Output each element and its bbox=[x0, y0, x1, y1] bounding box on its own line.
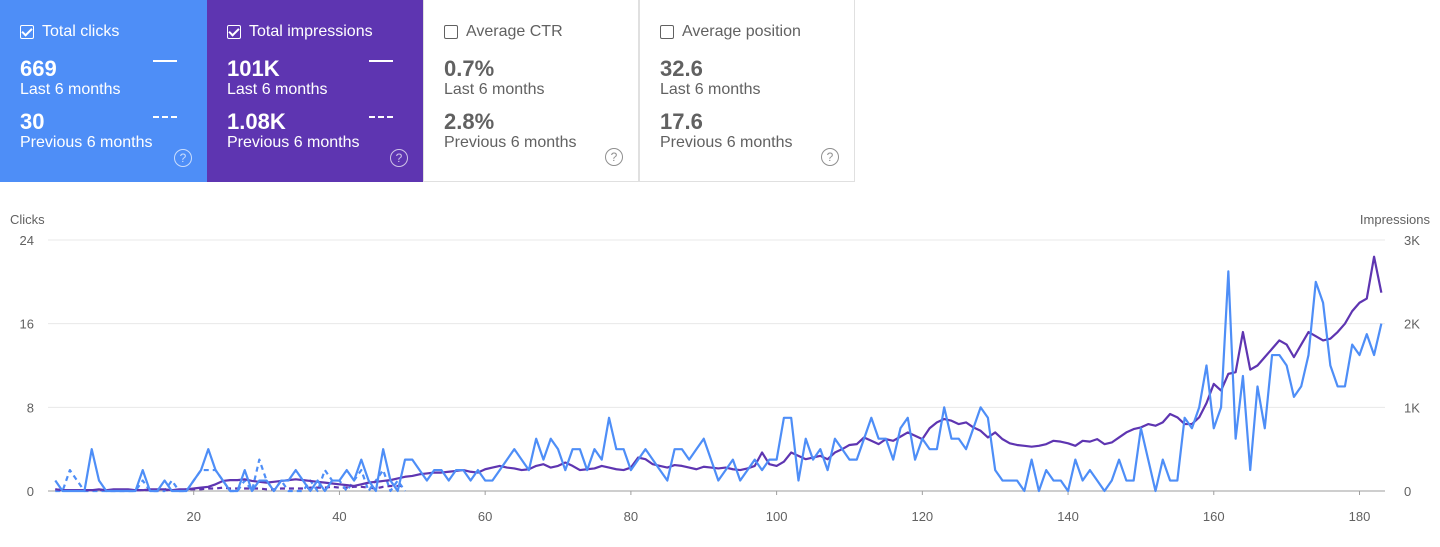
y-tick-label: 0 bbox=[27, 484, 34, 499]
x-tick-label: 80 bbox=[624, 509, 638, 524]
series-line bbox=[55, 255, 1383, 492]
x-tick-label: 20 bbox=[186, 509, 200, 524]
x-tick-label: 180 bbox=[1349, 509, 1371, 524]
label-last: Last 6 months bbox=[660, 81, 761, 98]
value-last: 0.7% bbox=[444, 56, 495, 81]
value-prev: 1.08K bbox=[227, 109, 286, 134]
label-prev: Previous 6 months bbox=[20, 134, 153, 151]
label-prev: Previous 6 months bbox=[444, 134, 577, 151]
label-prev: Previous 6 months bbox=[227, 134, 360, 151]
value-last: 32.6 bbox=[660, 56, 703, 81]
card-header: Total impressions bbox=[227, 22, 403, 42]
card-label: Average position bbox=[682, 23, 801, 40]
checkbox[interactable] bbox=[20, 25, 34, 39]
help-icon[interactable]: ? bbox=[174, 149, 192, 167]
card-label: Average CTR bbox=[466, 23, 563, 40]
value-last: 101K bbox=[227, 56, 280, 81]
label-prev: Previous 6 months bbox=[660, 134, 793, 151]
label-last: Last 6 months bbox=[20, 81, 121, 98]
dashed-line-icon bbox=[153, 116, 177, 118]
y-tick-label: 8 bbox=[27, 400, 34, 415]
metric-card[interactable]: Total clicks 669 Last 6 months 30 Previous 6… bbox=[0, 0, 207, 182]
card-label: Total impressions bbox=[249, 23, 373, 40]
dashed-line-icon bbox=[369, 116, 393, 118]
y-axis-title: Clicks bbox=[10, 212, 45, 227]
value-prev: 30 bbox=[20, 109, 45, 134]
value-last: 669 bbox=[20, 56, 57, 81]
y2-axis-title: Impressions bbox=[1360, 212, 1431, 227]
card-header: Average CTR bbox=[444, 22, 618, 42]
solid-line-icon bbox=[369, 60, 393, 62]
y-tick-label: 16 bbox=[20, 317, 34, 332]
checkbox[interactable] bbox=[227, 25, 241, 39]
value-prev: 2.8% bbox=[444, 109, 495, 134]
x-tick-label: 100 bbox=[766, 509, 788, 524]
help-icon[interactable]: ? bbox=[605, 148, 623, 166]
checkbox[interactable] bbox=[660, 25, 674, 39]
y2-tick-label: 2K bbox=[1404, 317, 1420, 332]
x-tick-label: 160 bbox=[1203, 509, 1225, 524]
solid-line-icon bbox=[153, 60, 177, 62]
card-header: Total clicks bbox=[20, 22, 187, 42]
x-tick-label: 60 bbox=[478, 509, 492, 524]
x-tick-label: 120 bbox=[911, 509, 933, 524]
x-tick-label: 140 bbox=[1057, 509, 1079, 524]
value-prev: 17.6 bbox=[660, 109, 703, 134]
x-tick-label: 40 bbox=[332, 509, 346, 524]
y2-tick-label: 1K bbox=[1404, 400, 1420, 415]
label-last: Last 6 months bbox=[444, 81, 545, 98]
chart: Clicks Impressions 0 8 16 24 0 1K 2K 3K 20 40 60 80 10… bbox=[10, 212, 1431, 524]
y2-tick-label: 0 bbox=[1404, 484, 1411, 499]
help-icon[interactable]: ? bbox=[390, 149, 408, 167]
metric-card[interactable]: Total impressions 101K Last 6 months 1.08K P… bbox=[207, 0, 423, 182]
series-line bbox=[54, 270, 1383, 493]
label-last: Last 6 months bbox=[227, 81, 328, 98]
checkbox[interactable] bbox=[444, 25, 458, 39]
metric-card[interactable]: Average position 32.6 Last 6 months 17.6 Pre… bbox=[639, 0, 855, 182]
card-header: Average position bbox=[660, 22, 834, 42]
y-tick-label: 24 bbox=[20, 233, 34, 248]
card-label: Total clicks bbox=[42, 23, 120, 40]
help-icon[interactable]: ? bbox=[821, 148, 839, 166]
y2-tick-label: 3K bbox=[1404, 233, 1420, 248]
metric-card[interactable]: Average CTR 0.7% Last 6 months 2.8% Previous… bbox=[423, 0, 639, 182]
